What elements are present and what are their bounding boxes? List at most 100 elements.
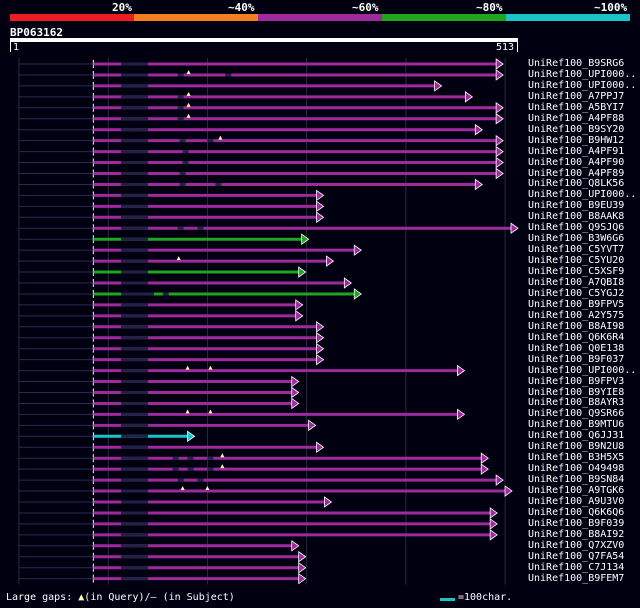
hit-arrowhead (510, 222, 519, 235)
hit-label[interactable]: UniRef100_A5BYI7 (528, 101, 625, 113)
subject-gap-symbol: – (150, 592, 157, 603)
query-gap-marker (186, 69, 191, 74)
hit-label[interactable]: UniRef100_C5XSF9 (528, 266, 625, 278)
hit-arrowhead (474, 123, 483, 136)
hit-label[interactable]: UniRef100_B9FPV5 (528, 298, 625, 310)
legend-segment-100 (506, 14, 630, 21)
hit-label[interactable]: UniRef100_B9SN84 (528, 474, 625, 486)
hit-arrowhead (295, 299, 304, 311)
hit-label[interactable]: UniRef100_B9N2U8 (528, 441, 625, 453)
hit-label[interactable]: UniRef100_A9U3V0 (528, 496, 625, 507)
query-start-tick (10, 42, 11, 52)
hit-arrowhead (495, 102, 504, 114)
hit-label[interactable]: UniRef100_Q7XZV0 (528, 539, 625, 551)
legend-label-20: 20% (112, 1, 132, 14)
hit-label[interactable]: UniRef100_A4PF90 (528, 156, 625, 168)
hit-arrowhead (495, 58, 504, 70)
identity-legend-bar (10, 14, 630, 21)
hit-arrowhead (495, 69, 504, 81)
hit-label[interactable]: UniRef100_A4PF88 (528, 112, 625, 124)
hit-label[interactable]: UniRef100_B8AYR3 (528, 397, 625, 409)
hit-label[interactable]: UniRef100_A4PF91 (528, 145, 625, 157)
query-gap-marker (205, 486, 210, 491)
hit-label[interactable]: UniRef100_Q9SJQ6 (528, 222, 625, 234)
hit-label[interactable]: UniRef100_A4PF89 (528, 167, 625, 179)
legend-label-100: ~100% (594, 1, 628, 14)
hit-label[interactable]: UniRef100_B9YIE8 (528, 386, 625, 398)
hit-label[interactable]: UniRef100_A2Y575 (528, 309, 625, 321)
hit-arrowhead (495, 156, 504, 169)
hit-label[interactable]: UniRef100_B9FPV3 (528, 375, 625, 387)
hit-label[interactable]: UniRef100_Q6JJ31 (528, 430, 625, 442)
hit-label[interactable]: UniRef100_B3H5X5 (528, 452, 625, 464)
hit-label[interactable]: UniRef100_A7PPJ7 (528, 90, 625, 102)
hit-label[interactable]: UniRef100_B8AAK8 (528, 211, 625, 223)
hit-label[interactable]: UniRef100_UPI000.. (528, 189, 637, 201)
query-gap-marker (218, 135, 223, 140)
query-gap-marker (220, 464, 225, 469)
hit-arrowhead (316, 441, 325, 454)
scale-label: =100char. (458, 592, 513, 603)
hit-label[interactable]: UniRef100_Q0E138 (528, 342, 625, 354)
hit-label[interactable]: UniRef100_B9SRG6 (528, 58, 625, 69)
query-gap-symbol: ▲ (78, 592, 85, 603)
hit-label[interactable]: UniRef100_B9MTU6 (528, 419, 625, 431)
hit-arrowhead (316, 331, 325, 344)
hit-label[interactable]: UniRef100_B9F039 (528, 517, 625, 529)
hit-label[interactable]: UniRef100_Q8LK56 (528, 178, 625, 190)
hit-label[interactable]: UniRef100_Q6K6R4 (528, 331, 625, 343)
hit-label[interactable]: UniRef100_Q7FA54 (528, 550, 625, 562)
hit-label[interactable]: UniRef100_UPI000.. (528, 68, 637, 80)
hit-arrowhead (489, 529, 498, 541)
query-gap-marker (220, 453, 225, 458)
hit-arrowhead (495, 145, 504, 158)
hit-label[interactable]: UniRef100_C5YVT7 (528, 244, 625, 256)
hit-label[interactable]: UniRef100_B3W6G6 (528, 233, 625, 245)
hit-label[interactable]: UniRef100_C5YGJ2 (528, 287, 625, 299)
hit-label[interactable]: UniRef100_UPI000.. (528, 79, 637, 91)
hit-arrowhead (495, 474, 504, 486)
hit-label[interactable]: UniRef100_B9SY20 (528, 123, 625, 135)
hit-arrowhead (326, 255, 335, 267)
hit-label[interactable]: UniRef100_B9EU39 (528, 200, 625, 212)
hit-arrowhead (298, 561, 307, 574)
hit-arrowhead (291, 386, 300, 399)
hit-label[interactable]: UniRef100_A7QBI8 (528, 277, 625, 288)
hit-label[interactable]: UniRef100_Q6K6Q6 (528, 506, 625, 518)
hit-label[interactable]: UniRef100_Q9SR66 (528, 408, 625, 420)
hit-arrowhead (316, 189, 325, 202)
hit-label[interactable]: UniRef100_UPI000.. (528, 364, 637, 376)
hit-arrowhead (464, 91, 474, 103)
query-gap-marker (186, 91, 191, 96)
hit-arrowhead (298, 572, 307, 585)
hit-label[interactable]: UniRef100_O49498 (528, 463, 625, 475)
hit-arrowhead (489, 507, 498, 519)
legend-segment-60 (258, 14, 382, 21)
legend-segment-20 (10, 14, 134, 21)
hit-arrowhead (495, 134, 504, 147)
hit-arrowhead (291, 540, 300, 552)
hit-arrowhead (324, 496, 333, 508)
hit-arrowhead (187, 430, 196, 443)
hit-arrowhead (353, 288, 362, 300)
query-gap-marker (208, 409, 213, 414)
hit-label[interactable]: UniRef100_B9HW12 (528, 134, 625, 146)
hit-label[interactable]: UniRef100_C5YU20 (528, 255, 625, 267)
hit-arrowhead (434, 80, 443, 92)
hit-arrowhead (308, 419, 317, 432)
legend-label-40: ~40% (228, 1, 255, 14)
query-gap-marker (176, 256, 181, 261)
hit-arrowhead (298, 266, 307, 278)
hit-label[interactable]: UniRef100_C7J134 (528, 561, 625, 573)
hit-label[interactable]: UniRef100_B8AI92 (528, 528, 625, 540)
hit-label[interactable]: UniRef100_B8AI98 (528, 320, 625, 332)
hit-label[interactable]: UniRef100_B9FEM7 (528, 572, 625, 584)
hit-label[interactable]: UniRef100_B9F037 (528, 353, 625, 365)
legend-segment-40 (134, 14, 258, 21)
hit-arrowhead (291, 375, 300, 388)
query-gap-marker (186, 113, 191, 118)
query-gap-marker (180, 486, 185, 491)
scale-bar (440, 598, 455, 601)
hit-label[interactable]: UniRef100_A9TGK6 (528, 485, 625, 497)
